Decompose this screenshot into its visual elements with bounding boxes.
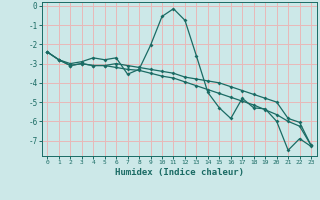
X-axis label: Humidex (Indice chaleur): Humidex (Indice chaleur) <box>115 168 244 177</box>
